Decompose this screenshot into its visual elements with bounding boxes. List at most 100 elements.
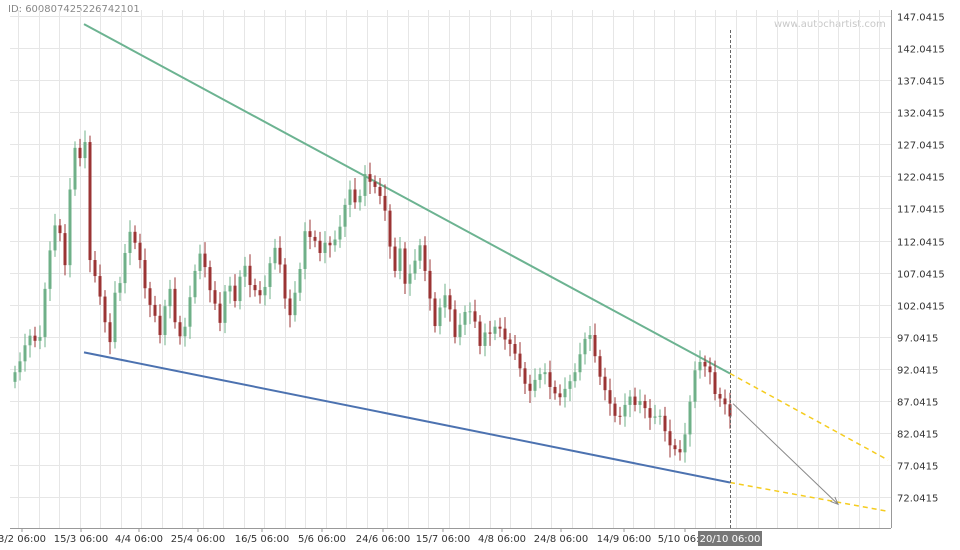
candle-body xyxy=(128,231,132,253)
candle-body xyxy=(203,253,207,268)
x-tick-label: 24/6 06:00 xyxy=(356,534,410,545)
candle-body xyxy=(653,416,657,418)
candle-body xyxy=(153,304,157,316)
candle-body xyxy=(193,270,197,298)
candle-body xyxy=(463,311,467,325)
candle-body xyxy=(673,445,677,450)
candle xyxy=(423,236,427,282)
y-tick-label: 77.0415 xyxy=(897,462,938,473)
candle-body xyxy=(263,286,267,296)
candle xyxy=(263,275,267,306)
candle-body xyxy=(238,276,242,302)
candle xyxy=(563,377,567,408)
candle-body xyxy=(608,390,612,404)
candle-body xyxy=(123,252,127,284)
y-tick-label: 92.0415 xyxy=(897,366,938,377)
candle-body xyxy=(228,285,232,292)
candle-body xyxy=(713,372,717,395)
candle xyxy=(363,165,367,207)
candle xyxy=(278,236,282,273)
candle xyxy=(578,342,582,381)
candle xyxy=(48,241,52,302)
candle xyxy=(403,242,407,295)
candle xyxy=(73,141,77,196)
candle-body xyxy=(438,307,442,327)
candle-body xyxy=(378,186,382,196)
candle-body xyxy=(498,326,502,329)
candle xyxy=(443,283,447,318)
candle-body xyxy=(338,226,342,240)
candle xyxy=(588,326,592,352)
candle-body xyxy=(493,326,497,334)
candle-body xyxy=(718,394,722,399)
x-tick-label: 3/2 06:00 xyxy=(0,534,46,545)
y-tick-label: 132.0415 xyxy=(897,109,945,120)
upper-trendline xyxy=(83,23,731,375)
candle-body xyxy=(708,366,712,373)
candle xyxy=(248,254,252,298)
candle xyxy=(68,177,72,278)
candle-body xyxy=(643,401,647,409)
candle xyxy=(718,387,722,407)
candle-body xyxy=(393,246,397,271)
candle-body xyxy=(283,264,287,299)
candle-body xyxy=(13,372,17,382)
candle-body xyxy=(593,335,597,357)
candle xyxy=(678,440,682,461)
y-tick-label: 117.0415 xyxy=(897,205,945,216)
candle xyxy=(538,367,542,389)
candle xyxy=(43,282,47,348)
candle-body xyxy=(658,415,662,417)
candle-body xyxy=(268,263,272,287)
y-tick-label: 142.0415 xyxy=(897,45,945,56)
candle xyxy=(288,289,292,328)
candle-body xyxy=(368,174,372,182)
candle xyxy=(358,189,362,211)
x-tick-label: 14/9 06:00 xyxy=(597,534,651,545)
candle xyxy=(398,236,402,280)
candle-body xyxy=(18,361,22,373)
trendlines xyxy=(83,23,889,513)
x-tick-label: 15/3 06:00 xyxy=(54,534,108,545)
candle-body xyxy=(383,195,387,211)
candle xyxy=(78,138,82,167)
x-tick-label: 25/4 06:00 xyxy=(171,534,225,545)
x-tick-label: 5/6 06:00 xyxy=(298,534,346,545)
candle-body xyxy=(143,260,147,289)
candle xyxy=(198,244,202,280)
candle xyxy=(483,323,487,357)
candle-body xyxy=(213,290,217,304)
candle-body xyxy=(188,297,192,327)
axes: 147.0415 142.0415 137.0415 132.0415 127.0415… xyxy=(0,10,945,546)
candle-body xyxy=(63,233,67,266)
candle xyxy=(18,352,22,381)
candle-body xyxy=(618,415,622,417)
candle-body xyxy=(633,396,637,405)
candle xyxy=(168,279,172,319)
candle xyxy=(28,329,32,358)
x-tick-label: 24/8 06:00 xyxy=(534,534,588,545)
candle-body xyxy=(458,324,462,337)
candle-body xyxy=(108,322,112,343)
candle-body xyxy=(273,247,277,264)
candle xyxy=(708,357,712,385)
candle-body xyxy=(418,245,422,261)
candle xyxy=(543,363,547,385)
candle-body xyxy=(373,181,377,187)
upper-projection xyxy=(729,372,889,461)
candle-body xyxy=(93,260,97,277)
candle xyxy=(348,180,352,218)
candle xyxy=(623,393,627,427)
candle-body xyxy=(288,298,292,316)
candle xyxy=(393,237,397,278)
candle xyxy=(598,349,602,386)
candle xyxy=(343,198,347,237)
candle xyxy=(658,409,662,425)
cursor-label: 20/10 06:00 xyxy=(700,534,761,545)
candle-body xyxy=(23,345,27,362)
candle-body xyxy=(443,295,447,308)
candle xyxy=(353,177,357,209)
candle-body xyxy=(688,401,692,435)
candle xyxy=(98,264,102,305)
